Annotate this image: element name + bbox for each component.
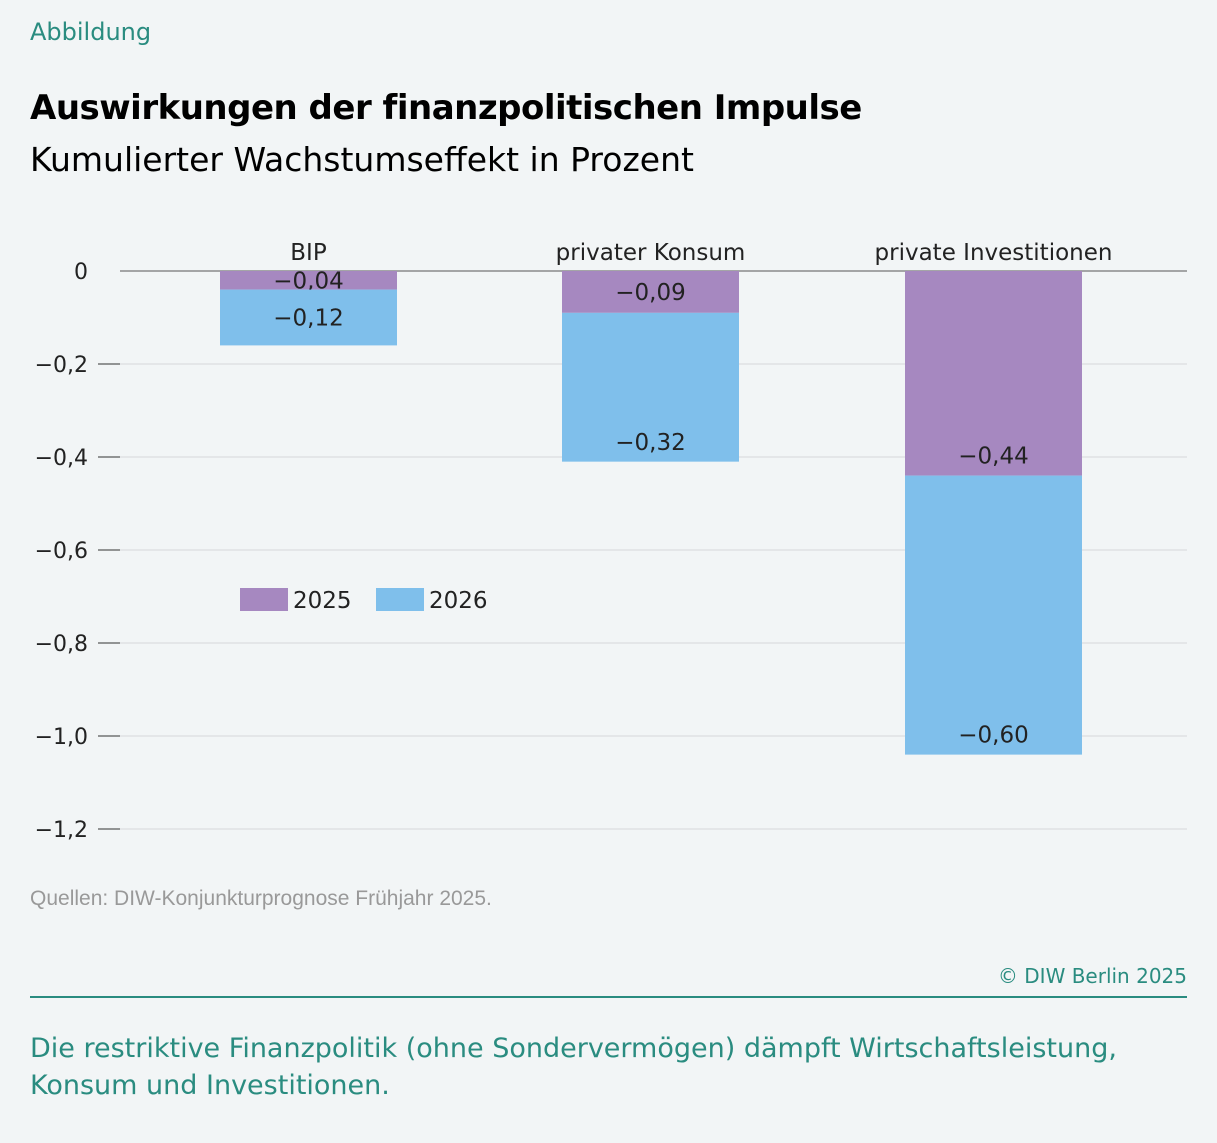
kicker: Abbildung — [30, 18, 152, 46]
data-label: −0,12 — [273, 306, 343, 332]
bar-2025 — [905, 271, 1082, 476]
bar-2025 — [562, 271, 739, 313]
y-tick-label: −0,8 — [35, 632, 88, 657]
category-label: private Investitionen — [875, 240, 1113, 266]
data-label: −0,44 — [958, 444, 1028, 470]
bar-2026 — [562, 312, 739, 462]
y-tick-label: −0,6 — [35, 539, 88, 564]
bar-2026 — [905, 475, 1082, 755]
y-tick-label: −0,4 — [35, 446, 88, 471]
chart-title: Auswirkungen der finanzpolitischen Impul… — [30, 88, 862, 128]
category-label: BIP — [290, 240, 327, 266]
legend-label: 2025 — [293, 588, 352, 614]
y-tick-label: 0 — [74, 260, 88, 285]
y-tick-label: −1,2 — [35, 818, 88, 843]
source-note: Quellen: DIW-Konjunkturprognose Frühjahr… — [30, 887, 492, 910]
data-label: −0,32 — [615, 430, 685, 456]
chart: 0−0,2−0,4−0,6−0,8−1,0−1,2BIP−0,04−0,12pr… — [35, 240, 1187, 843]
divider — [30, 996, 1187, 998]
y-tick-label: −1,0 — [35, 725, 88, 750]
legend-label: 2026 — [429, 588, 488, 614]
bar-2025 — [220, 271, 397, 290]
caption: Die restriktive Finanzpolitik (ohne Sond… — [30, 1033, 1117, 1101]
y-tick-label: −0,2 — [35, 353, 88, 378]
data-label: −0,09 — [615, 280, 685, 306]
bar-2026 — [220, 289, 397, 346]
legend-swatch-2025 — [240, 588, 288, 611]
legend-swatch-2026 — [376, 588, 424, 611]
copyright: © DIW Berlin 2025 — [997, 964, 1187, 988]
data-label: −0,60 — [958, 723, 1028, 749]
category-label: privater Konsum — [556, 240, 746, 266]
chart-subtitle: Kumulierter Wachstumseffekt in Prozent — [30, 140, 694, 179]
